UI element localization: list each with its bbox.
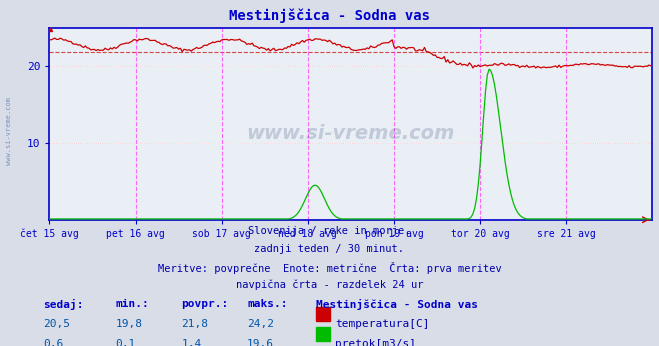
Text: 21,8: 21,8 (181, 319, 208, 329)
Text: povpr.:: povpr.: (181, 299, 229, 309)
Text: Mestinjščica - Sodna vas: Mestinjščica - Sodna vas (316, 299, 478, 310)
Text: maks.:: maks.: (247, 299, 287, 309)
Text: www.si-vreme.com: www.si-vreme.com (5, 98, 12, 165)
Text: 1,4: 1,4 (181, 339, 202, 346)
Text: pretok[m3/s]: pretok[m3/s] (335, 339, 416, 346)
Text: www.si-vreme.com: www.si-vreme.com (246, 124, 455, 143)
Text: Slovenija / reke in morje.: Slovenija / reke in morje. (248, 226, 411, 236)
Text: Meritve: povprečne  Enote: metrične  Črta: prva meritev: Meritve: povprečne Enote: metrične Črta:… (158, 262, 501, 274)
Text: 24,2: 24,2 (247, 319, 274, 329)
Text: Mestinjščica - Sodna vas: Mestinjščica - Sodna vas (229, 9, 430, 23)
Text: 20,5: 20,5 (43, 319, 70, 329)
Text: 19,8: 19,8 (115, 319, 142, 329)
Text: 0,6: 0,6 (43, 339, 63, 346)
Text: navpična črta - razdelek 24 ur: navpična črta - razdelek 24 ur (236, 280, 423, 290)
Text: zadnji teden / 30 minut.: zadnji teden / 30 minut. (254, 244, 405, 254)
Text: temperatura[C]: temperatura[C] (335, 319, 429, 329)
Text: sedaj:: sedaj: (43, 299, 83, 310)
Text: 19,6: 19,6 (247, 339, 274, 346)
Text: 0,1: 0,1 (115, 339, 136, 346)
Text: min.:: min.: (115, 299, 149, 309)
